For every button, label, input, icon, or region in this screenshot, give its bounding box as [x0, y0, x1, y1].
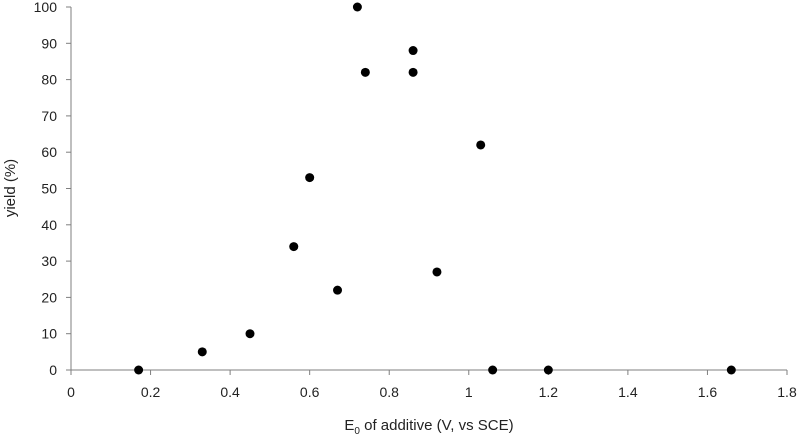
x-tick-label: 0.2: [141, 384, 161, 400]
data-point: [726, 365, 736, 375]
x-tick-label: 0: [67, 384, 75, 400]
data-point: [333, 285, 343, 295]
y-tick-label: 90: [41, 35, 57, 51]
x-tick-label: 0.8: [379, 384, 399, 400]
y-tick-label: 40: [41, 217, 57, 233]
x-tick-label: 0.6: [300, 384, 320, 400]
y-tick-label: 0: [49, 362, 57, 378]
data-point: [245, 329, 255, 339]
y-axis-label: yield (%): [2, 159, 19, 217]
x-axis-label-rest: of additive (V, vs SCE): [360, 417, 514, 434]
data-point: [543, 365, 553, 375]
x-axis-label-main: E: [344, 417, 354, 434]
x-tick-label: 1.2: [539, 384, 559, 400]
y-tick-label: 60: [41, 144, 57, 160]
data-point: [289, 242, 299, 252]
x-tick-label: 1.6: [698, 384, 718, 400]
y-tick-label: 20: [41, 289, 57, 305]
y-tick-label: 10: [41, 326, 57, 342]
data-point: [134, 365, 144, 375]
data-point: [408, 46, 418, 56]
x-axis-label-subscript: 0: [354, 426, 360, 436]
y-tick-label: 80: [41, 72, 57, 88]
data-point: [197, 347, 207, 357]
axes: 0 10 20 30 40 50 60 70 80 90 100 0 0.2 0.4 0.6 0.8 1 1.2 1…: [34, 0, 797, 400]
data-point: [488, 365, 498, 375]
x-tick-label: 1.8: [777, 384, 797, 400]
data-points: [134, 2, 736, 375]
x-tick-label: 1.4: [618, 384, 638, 400]
data-point: [476, 140, 486, 150]
data-point: [360, 67, 370, 77]
x-tick-label: 1: [465, 384, 473, 400]
y-tick-label: 50: [41, 181, 57, 197]
x-axis-label: E0 of additive (V, vs SCE): [344, 417, 513, 436]
y-tick-label: 70: [41, 108, 57, 124]
x-tick-label: 0.4: [220, 384, 240, 400]
y-tick-label: 100: [34, 0, 58, 15]
data-point: [305, 173, 315, 183]
y-tick-label: 30: [41, 253, 57, 269]
data-point: [432, 267, 442, 277]
data-point: [352, 2, 362, 12]
data-point: [408, 67, 418, 77]
